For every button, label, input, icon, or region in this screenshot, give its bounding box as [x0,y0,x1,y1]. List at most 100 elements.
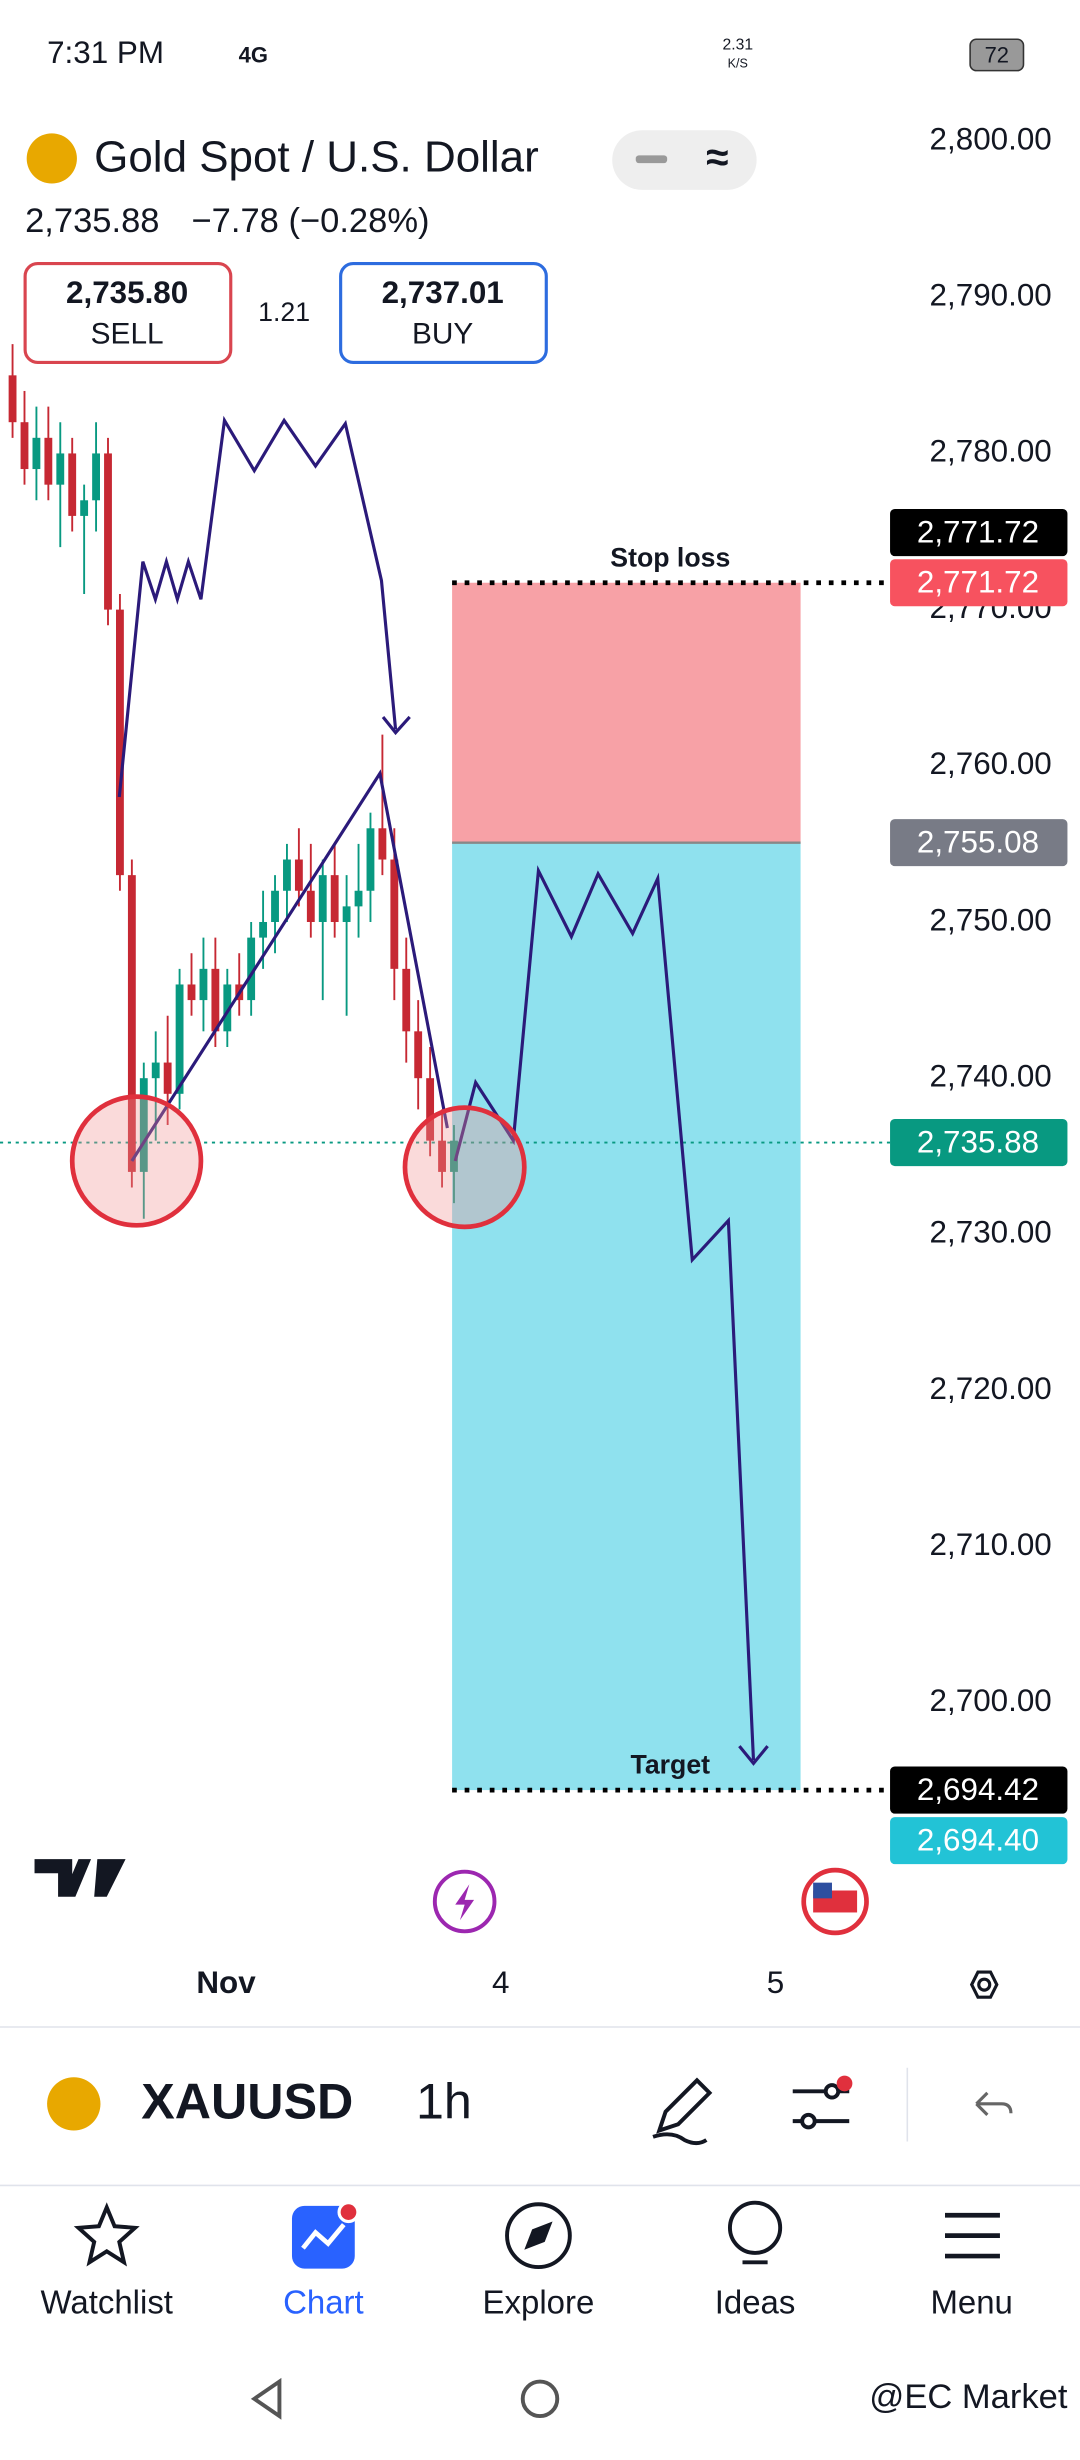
time-axis: Nov 4 5 [196,1965,784,2000]
y-tick-label: 2,710.00 [930,1527,1052,1562]
home-button[interactable] [520,2379,560,2419]
candle-body [426,1078,435,1141]
lightning-icon [455,1884,475,1921]
battery-level: 72 [985,42,1009,67]
buy-button[interactable] [339,262,548,364]
speed-unit: K/S [728,57,748,71]
candle-body [306,890,315,922]
nav-label[interactable]: Ideas [715,2283,796,2320]
x-tick-label: 4 [492,1965,509,2000]
price-tag-label: 2,771.72 [917,565,1039,600]
y-tick-label: 2,760.00 [930,746,1052,781]
candle-body [366,828,375,891]
candle-body [80,500,89,516]
candle-body [390,859,399,969]
toggle[interactable] [612,130,757,190]
candle-body [223,984,232,1032]
toolbar-interval[interactable]: 1h [416,2074,472,2130]
candle-body [8,375,17,423]
ideas-icon[interactable] [727,2200,783,2255]
candle-body [56,453,65,485]
sell-button[interactable] [23,262,233,364]
nav-label[interactable]: Menu [930,2283,1012,2320]
highlight-circle [402,1105,527,1230]
toggle-icon: ≈ [706,134,728,180]
y-tick-label: 2,720.00 [930,1371,1052,1406]
draw-icon[interactable] [652,2077,713,2146]
symbol-icon [26,133,77,184]
price-tag-label: 2,694.40 [917,1822,1039,1857]
clock: 7:31 PM [47,35,164,70]
highlight-circle [69,1094,204,1228]
candle-body [271,890,279,922]
sell-label: SELL [91,318,164,351]
target-label: Target [631,1750,711,1780]
undo-icon[interactable] [975,2091,1013,2116]
change: −7.78 (−0.28%) [192,202,430,240]
candle-body [283,859,291,891]
price-tag [890,1118,1068,1167]
chart-icon [301,2223,346,2250]
candle-body [68,453,77,516]
nav-label[interactable]: Chart [283,2283,364,2320]
indicators-icon[interactable] [792,2083,850,2130]
candle-body [32,437,41,470]
bottom-nav: Watchlist Chart Explore Ideas Menu [41,2283,1013,2320]
candle-body [450,1140,458,1172]
spread: 1.21 [258,297,310,327]
candle-body [44,437,53,485]
nav-label[interactable]: Explore [483,2283,595,2320]
badge [836,2075,853,2092]
y-tick-label: 2,800.00 [930,121,1052,156]
y-tick-label: 2,750.00 [930,902,1052,937]
price-tag-label: 2,735.88 [917,1124,1039,1159]
candle-body [438,1140,446,1172]
candle-body [175,984,184,1094]
chart: Stop loss Target [0,344,891,1793]
candle-body [104,453,112,610]
symbol-name[interactable]: Gold Spot / U.S. Dollar [94,133,539,182]
sell-price: 2,735.80 [66,275,188,310]
candle-body [402,968,411,1032]
candle-body [127,875,136,1172]
status-bar [0,0,1080,107]
arrow-head [738,1745,769,1766]
candle-body [20,422,29,470]
target-zone [452,842,801,1791]
price-tag [890,559,1068,607]
buy-price: 2,737.01 [382,275,504,310]
candle-body [354,890,363,907]
logo [34,1859,126,1897]
nav-label[interactable]: Watchlist [41,2283,173,2320]
y-tick-label: 2,780.00 [930,434,1052,469]
x-tick-label: Nov [196,1965,256,2000]
menu-icon[interactable] [944,2212,1000,2259]
back-button[interactable] [250,2377,282,2420]
toolbar-symbol[interactable]: XAUUSD [141,2074,353,2130]
price-tag-label: 2,771.72 [917,514,1039,549]
price-scale: 2,700.00 2,710.00 2,720.00 2,730.00 2,740.00… [890,121,1068,1865]
symbol-icon [47,2077,101,2131]
candle-body [294,859,303,891]
settings-icon[interactable] [969,1970,999,1999]
price-tag-label: 2,694.42 [917,1772,1039,1807]
y-tick-label: 2,790.00 [930,278,1052,313]
battery [969,38,1025,72]
candle-body [330,875,339,922]
stop-zone [452,582,801,843]
last-price: 2,735.88 [25,202,159,240]
speed: 2.31 [723,37,754,54]
projection-line [117,415,398,798]
buy-label: BUY [412,318,473,351]
flag-icon [813,1882,832,1899]
price-tag [890,509,1068,557]
price-tag [890,1766,1068,1814]
badge [337,2201,360,2224]
candle-body [318,875,327,922]
candle-body [92,453,100,501]
candle-body [187,984,196,1001]
explore-icon[interactable] [505,2202,572,2269]
watchlist-icon[interactable] [73,2202,140,2267]
candle-body [342,906,351,922]
